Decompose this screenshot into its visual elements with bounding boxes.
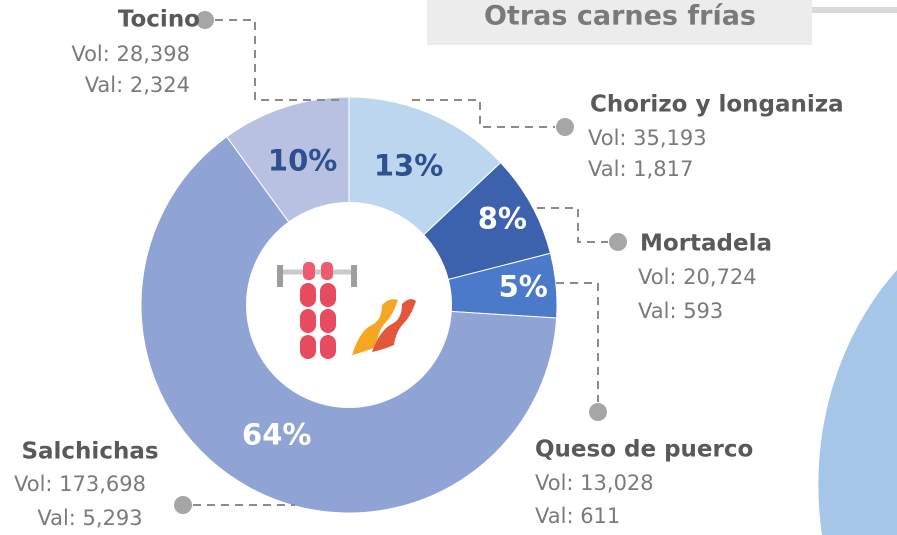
detail-label: Vol: 173,698 xyxy=(14,472,146,496)
detail-label: Vol: 13,028 xyxy=(535,471,654,495)
connector-dot xyxy=(609,233,627,251)
chart-title: Otras carnes frías xyxy=(484,1,756,32)
connector-dot xyxy=(174,496,192,514)
connector xyxy=(412,99,555,128)
decor-shape xyxy=(818,270,897,535)
connector xyxy=(215,19,345,101)
connector-dot xyxy=(556,118,574,136)
category-label: Salchichas xyxy=(21,439,158,465)
detail-label: Val: 1,817 xyxy=(588,157,693,181)
detail-label: Val: 5,293 xyxy=(37,506,142,530)
detail-label: Vol: 28,398 xyxy=(71,42,190,66)
connector-dot xyxy=(196,11,214,29)
value-label: 8% xyxy=(478,202,527,236)
title-box xyxy=(427,0,812,45)
category-label: Queso de puerco xyxy=(535,437,753,463)
value-label: 5% xyxy=(499,270,548,304)
detail-label: Val: 593 xyxy=(638,299,723,323)
value-label: 64% xyxy=(242,417,311,451)
detail-label: Val: 2,324 xyxy=(85,73,190,97)
detail-label: Val: 611 xyxy=(535,504,620,528)
category-label: Chorizo y longaniza xyxy=(590,92,844,118)
connector xyxy=(537,207,608,243)
donut-hole xyxy=(246,202,452,408)
detail-label: Vol: 35,193 xyxy=(588,126,707,150)
category-label: Tocino xyxy=(118,7,200,33)
category-label: Mortadela xyxy=(640,231,772,257)
value-label: 10% xyxy=(268,143,337,177)
center-icon xyxy=(277,262,416,359)
detail-label: Vol: 20,724 xyxy=(638,265,757,289)
connector xyxy=(556,282,599,402)
connector-dot xyxy=(589,403,607,421)
value-label: 13% xyxy=(374,148,443,182)
